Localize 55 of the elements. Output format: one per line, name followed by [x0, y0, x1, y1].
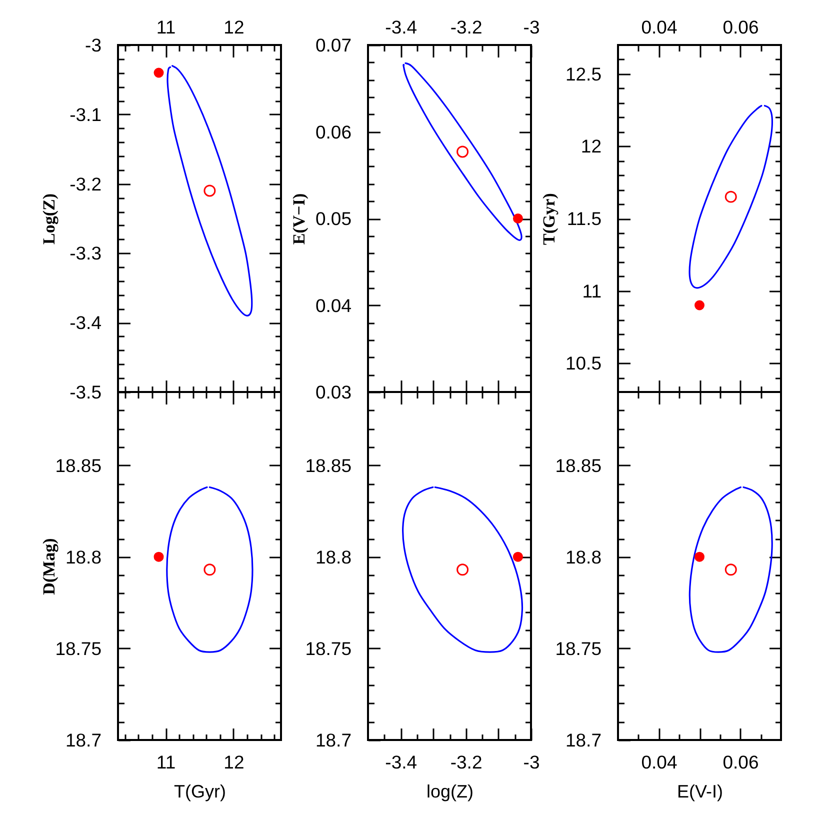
- y-tick-label: 10.5: [565, 352, 602, 374]
- y-tick-label: 0.06: [315, 121, 352, 142]
- x-tick-label: 0.04: [641, 752, 678, 772]
- line-series: [688, 104, 773, 289]
- y-tick-label: 18.8: [565, 546, 602, 568]
- x-tick-label: 0.06: [722, 16, 759, 38]
- x-tick-label: -3: [523, 752, 540, 772]
- y-tick-label: 18.7: [315, 730, 352, 750]
- y-tick-label: 18.7: [565, 730, 602, 750]
- x-tick-label: 11: [156, 16, 176, 38]
- x-tick-label: 11: [156, 752, 176, 772]
- x-tick-label: -3.2: [450, 16, 482, 38]
- y-tick-label: 18.7: [65, 730, 102, 750]
- y-tick-label: -3.1: [70, 104, 102, 125]
- y-tick-label: 0.04: [315, 294, 352, 316]
- y-tick-label: 11.5: [566, 208, 602, 229]
- y-tick-label: 18.85: [555, 454, 602, 476]
- line-series: [688, 486, 773, 653]
- x-tick-label: -3.4: [385, 752, 418, 772]
- y-tick-label: -3: [85, 34, 102, 56]
- line-series: [166, 486, 254, 653]
- y-tick-label: 12: [580, 136, 602, 157]
- y-tick-label: 11: [582, 280, 602, 302]
- x-tick-label: 12: [224, 16, 244, 38]
- y-tick-label: 0.05: [315, 208, 352, 229]
- y-tick-label: 18.8: [65, 546, 102, 568]
- y-tick-label: 0.03: [315, 382, 352, 402]
- y-tick-label: -3.2: [70, 173, 102, 194]
- y-axis-title: E(V−I): [290, 193, 308, 245]
- y-axis-title: Log(Z): [40, 194, 58, 244]
- y-tick-label: 18.85: [305, 454, 352, 476]
- y-axis-title: D(Mag): [40, 538, 58, 595]
- y-tick-label: 12.5: [565, 63, 602, 84]
- line-series: [402, 62, 522, 241]
- x-tick-label: -3.2: [450, 752, 482, 772]
- y-axis-title: T(Gyr): [540, 193, 558, 245]
- x-tick-label: -3: [523, 16, 540, 38]
- x-axis-title: T(Gyr): [174, 782, 226, 802]
- x-tick-label: 0.04: [641, 16, 678, 38]
- y-tick-label: 0.07: [315, 34, 352, 56]
- x-axis-title: E(V-I): [676, 782, 724, 802]
- x-tick-label: 0.06: [722, 752, 759, 772]
- line-series: [402, 486, 524, 653]
- y-tick-label: -3.5: [70, 382, 102, 402]
- x-tick-label: -3.4: [385, 16, 418, 38]
- line-series: [166, 65, 253, 316]
- y-tick-label: 18.75: [555, 638, 602, 659]
- y-tick-label: 18.75: [55, 638, 102, 659]
- x-tick-label: 12: [224, 752, 244, 772]
- y-tick-label: -3.3: [70, 242, 102, 264]
- y-tick-label: 18.85: [55, 454, 102, 476]
- y-tick-label: 18.8: [315, 546, 352, 568]
- y-tick-label: -3.4: [70, 312, 102, 334]
- x-axis-title: log(Z): [426, 782, 474, 802]
- y-tick-label: 18.75: [305, 638, 352, 659]
